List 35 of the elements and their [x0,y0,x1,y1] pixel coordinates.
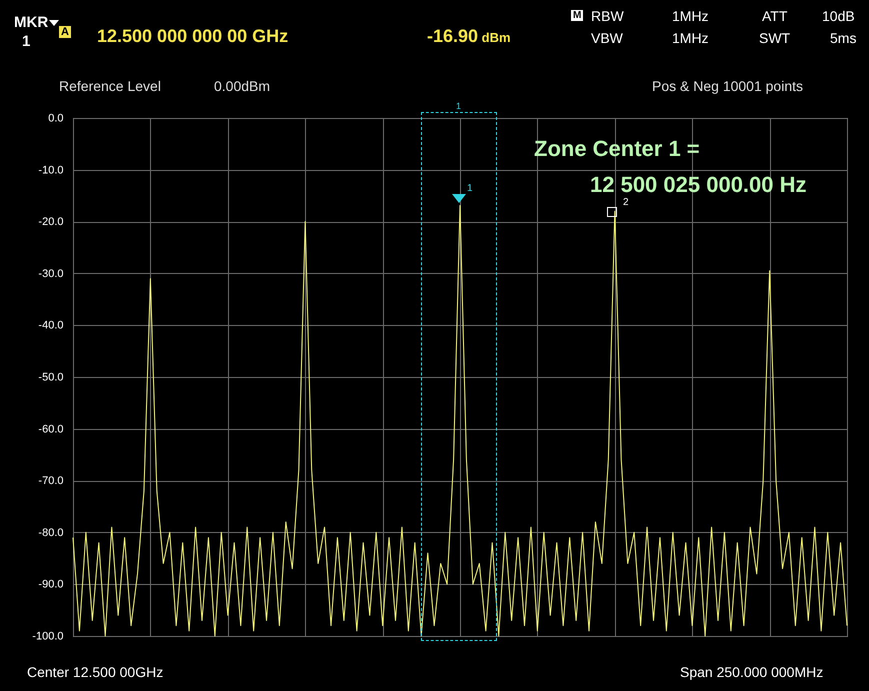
text: A [59,26,71,38]
y-tick-label: -40.0 [38,320,64,332]
y-tick-label: -60.0 [38,423,64,436]
y-tick-label: -90.0 [38,578,64,591]
text: 0.00dBm [214,78,270,94]
annotation: Zone Center 1 = [534,136,700,162]
text: Reference Level [59,78,161,94]
text: ATT [762,8,788,24]
text: 10dB [822,8,855,24]
y-tick-label: 0.0 [48,112,64,124]
text: 1 [22,33,30,50]
text: 5ms [830,30,856,46]
text: 1 [456,101,462,111]
text: 12.500 000 000 00 GHz [97,26,288,47]
y-tick-label: -100.0 [32,630,64,642]
text: Center 12.500 00GHz [27,664,164,680]
y-tick-label: -30.0 [38,268,64,280]
y-tick-label: -10.0 [38,164,64,176]
text: 1MHz [672,30,709,46]
text: SWT [759,30,790,46]
text: RBW [591,8,624,24]
text: M [571,10,584,21]
text: Pos & Neg 10001 points [652,78,803,94]
annotation: 1 [467,183,473,194]
text: MKR [14,14,48,31]
text: Span 250.000 000MHz [680,664,824,680]
y-tick-label: -70.0 [38,475,64,488]
y-tick-label: -20.0 [38,216,64,228]
annotation: 2 [623,197,629,208]
y-tick-label: -80.0 [38,526,64,539]
text: 1MHz [672,8,709,24]
annotation: 12 500 025 000.00 Hz [590,172,807,198]
text: -16.90 dBm [427,26,511,46]
text: VBW [591,30,623,46]
y-tick-label: -50.0 [38,372,64,384]
